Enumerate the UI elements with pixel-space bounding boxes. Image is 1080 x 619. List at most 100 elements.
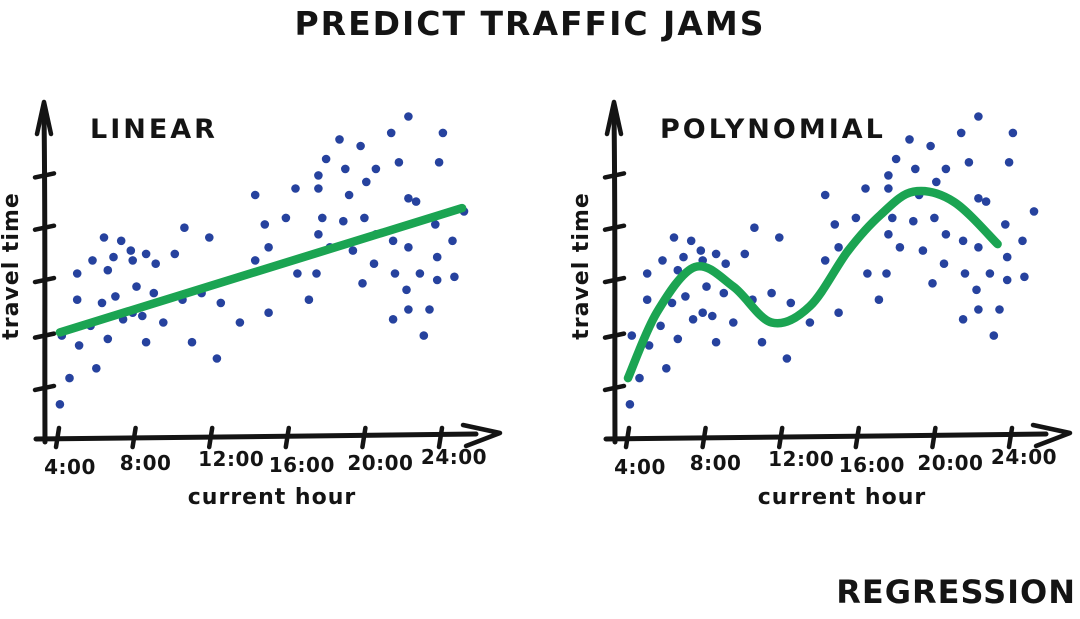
data-point xyxy=(432,275,442,285)
data-point xyxy=(918,246,928,255)
data-point xyxy=(740,249,750,259)
y-tick xyxy=(602,275,627,285)
data-point xyxy=(390,269,400,278)
data-point xyxy=(667,298,677,308)
x-tick xyxy=(1006,425,1015,450)
data-point xyxy=(404,112,413,121)
data-point xyxy=(851,213,861,223)
data-point xyxy=(757,337,767,347)
x-tick-label: 20:00 xyxy=(347,451,413,475)
panel-title: POLYNOMIAL xyxy=(660,114,886,145)
x-tick xyxy=(53,425,62,450)
data-point xyxy=(151,259,160,268)
scatter-points xyxy=(625,112,1039,409)
data-point xyxy=(702,282,711,291)
y-tick xyxy=(602,331,627,340)
data-point xyxy=(264,243,273,252)
data-point xyxy=(861,184,870,193)
data-point xyxy=(434,158,444,167)
data-point xyxy=(696,246,706,255)
data-point xyxy=(673,334,683,344)
y-axis-label: travel time xyxy=(0,192,24,340)
data-point xyxy=(415,269,425,278)
data-point xyxy=(341,164,350,174)
data-point xyxy=(750,223,759,232)
data-point xyxy=(964,158,974,167)
x-tick xyxy=(930,425,938,450)
data-point xyxy=(314,184,323,193)
data-point xyxy=(686,236,696,246)
polynomial-fit-curve xyxy=(623,186,1002,383)
data-point xyxy=(97,298,107,308)
chart-panel-linear: 4:00 8:00 12:00 16:00 20:00 24:00 LINEAR travel… xyxy=(0,90,540,530)
data-point xyxy=(450,272,459,282)
x-tick-label: 16:00 xyxy=(269,453,335,477)
data-point xyxy=(974,243,983,252)
data-point xyxy=(884,184,893,193)
data-point xyxy=(888,213,897,223)
data-point xyxy=(358,279,367,288)
data-point xyxy=(681,292,690,301)
data-point xyxy=(388,315,398,324)
data-point xyxy=(1029,207,1039,216)
data-point xyxy=(318,213,327,223)
data-point xyxy=(72,295,82,304)
data-point xyxy=(656,321,665,331)
y-tick xyxy=(32,331,57,340)
data-point xyxy=(891,154,901,164)
data-point xyxy=(708,311,717,321)
data-point xyxy=(884,171,893,180)
data-point xyxy=(314,230,323,239)
data-point xyxy=(235,318,245,327)
linear-chart-svg: 4:00 8:00 12:00 16:00 20:00 24:00 LINEAR travel… xyxy=(0,99,503,510)
x-tick-label: 16:00 xyxy=(839,453,905,477)
data-point xyxy=(909,216,918,226)
x-tick xyxy=(776,425,785,450)
data-point xyxy=(932,177,941,187)
data-point xyxy=(874,295,884,304)
x-axis-arrow-icon xyxy=(1030,422,1073,449)
footer-label: REGRESSION xyxy=(836,573,1076,611)
data-point xyxy=(72,269,82,278)
y-tick xyxy=(602,223,627,232)
data-point xyxy=(673,265,683,275)
x-tick xyxy=(623,425,632,450)
data-point xyxy=(941,164,951,174)
data-point xyxy=(111,292,120,301)
data-point xyxy=(995,305,1004,314)
data-point xyxy=(662,364,671,373)
data-point xyxy=(941,230,951,239)
y-axis-arrow-icon xyxy=(604,99,624,137)
data-point xyxy=(448,236,457,246)
data-point xyxy=(711,337,721,347)
data-point xyxy=(767,288,776,298)
data-point xyxy=(344,190,354,200)
data-point xyxy=(972,285,981,295)
data-point xyxy=(55,400,65,409)
data-point xyxy=(264,308,273,317)
data-point xyxy=(805,318,815,327)
data-point xyxy=(642,295,652,304)
data-point xyxy=(1008,128,1018,138)
data-point xyxy=(960,269,970,278)
y-tick xyxy=(32,383,57,393)
data-point xyxy=(905,135,914,144)
panel-title: LINEAR xyxy=(90,114,218,145)
data-point xyxy=(719,288,729,298)
data-point xyxy=(830,220,840,229)
data-point xyxy=(394,158,404,167)
data-point xyxy=(99,233,109,242)
data-point xyxy=(321,154,331,164)
data-point xyxy=(314,171,323,180)
data-point xyxy=(360,213,369,223)
data-point xyxy=(425,305,434,314)
data-point xyxy=(212,354,222,363)
data-point xyxy=(141,249,151,259)
data-point xyxy=(356,141,365,151)
data-point xyxy=(250,256,260,265)
x-tick xyxy=(283,425,292,450)
data-point xyxy=(335,135,344,144)
x-tick-label: 12:00 xyxy=(768,447,834,471)
data-point xyxy=(939,259,949,268)
data-point xyxy=(974,305,983,314)
